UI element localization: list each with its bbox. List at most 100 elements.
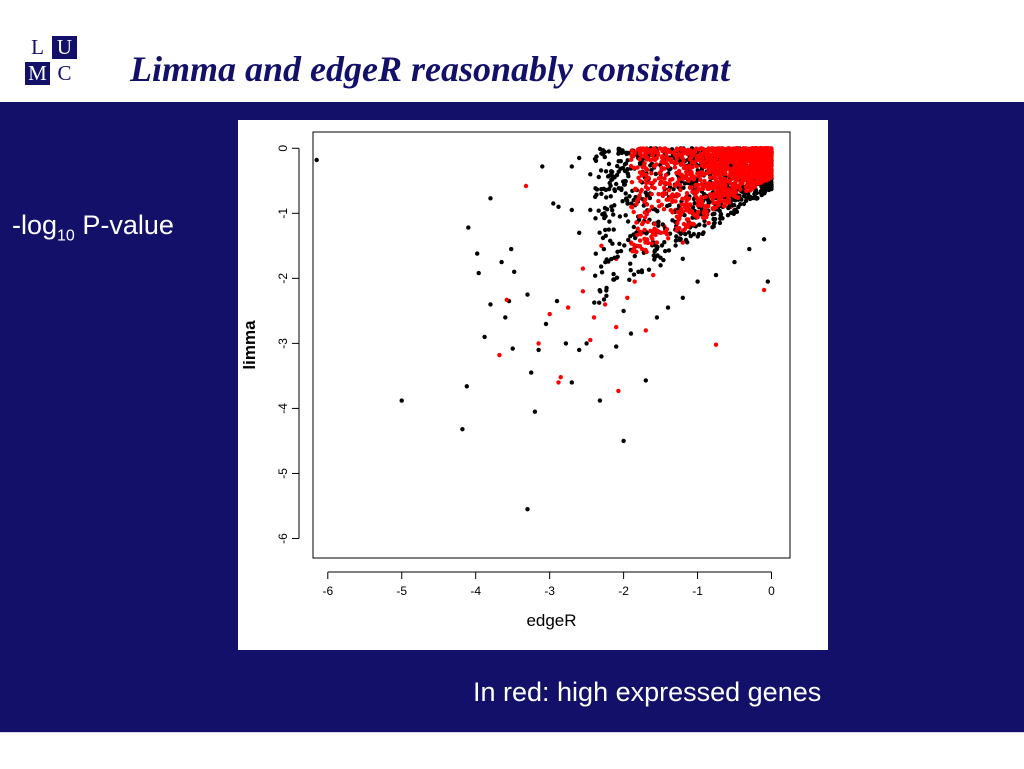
data-point bbox=[499, 259, 504, 265]
data-point bbox=[617, 214, 623, 219]
data-point bbox=[758, 189, 764, 194]
data-point bbox=[644, 167, 650, 173]
data-point bbox=[639, 173, 644, 178]
data-point bbox=[631, 272, 637, 277]
data-point bbox=[725, 213, 731, 218]
data-point bbox=[758, 175, 763, 180]
x-tick-label: -3 bbox=[544, 584, 555, 598]
data-point bbox=[602, 215, 607, 221]
data-point bbox=[679, 172, 684, 178]
data-point bbox=[684, 191, 690, 196]
plot-frame bbox=[312, 131, 791, 559]
data-point bbox=[627, 277, 632, 282]
data-point bbox=[738, 173, 743, 178]
data-point bbox=[713, 156, 719, 162]
data-point bbox=[652, 221, 657, 227]
data-point bbox=[647, 208, 652, 213]
data-point bbox=[610, 241, 615, 246]
data-point bbox=[623, 161, 629, 166]
data-point bbox=[662, 166, 667, 171]
data-point bbox=[614, 275, 620, 280]
data-point bbox=[614, 324, 619, 330]
data-point bbox=[695, 171, 700, 176]
lumc-logo: L U M C bbox=[25, 36, 81, 88]
data-point bbox=[729, 148, 734, 153]
data-point bbox=[720, 216, 725, 221]
data-point bbox=[314, 157, 319, 163]
data-point bbox=[737, 163, 742, 168]
data-point bbox=[712, 191, 717, 196]
data-point bbox=[702, 178, 707, 184]
data-point bbox=[649, 204, 655, 209]
data-point bbox=[596, 174, 601, 180]
data-point bbox=[657, 204, 662, 209]
data-point bbox=[706, 168, 711, 174]
data-point bbox=[592, 300, 597, 305]
data-point bbox=[599, 243, 604, 248]
data-point bbox=[580, 289, 586, 294]
data-point bbox=[593, 186, 598, 191]
data-point bbox=[601, 297, 607, 302]
data-point bbox=[695, 183, 700, 188]
data-point bbox=[668, 177, 673, 183]
data-point bbox=[620, 165, 626, 171]
data-point bbox=[681, 185, 686, 190]
data-point bbox=[769, 170, 774, 175]
data-point bbox=[674, 234, 679, 239]
data-point bbox=[594, 154, 599, 159]
data-point bbox=[654, 315, 660, 320]
data-point bbox=[677, 237, 682, 243]
data-point bbox=[598, 264, 604, 269]
data-point bbox=[633, 186, 638, 191]
y-tick-label: -5 bbox=[276, 468, 290, 479]
data-point bbox=[679, 202, 684, 207]
data-point bbox=[661, 257, 666, 263]
data-point bbox=[399, 398, 404, 403]
data-point bbox=[609, 204, 614, 209]
data-point bbox=[629, 180, 635, 185]
data-point bbox=[666, 181, 671, 186]
data-point bbox=[510, 346, 515, 351]
data-point bbox=[606, 149, 611, 154]
data-point bbox=[717, 174, 722, 180]
data-point bbox=[702, 223, 707, 228]
data-point bbox=[621, 438, 626, 444]
data-point bbox=[689, 170, 694, 175]
data-point bbox=[748, 180, 753, 186]
data-point bbox=[616, 151, 621, 156]
data-point bbox=[654, 228, 659, 233]
data-point bbox=[702, 164, 707, 170]
data-point bbox=[637, 157, 642, 162]
data-point bbox=[706, 220, 711, 226]
data-point bbox=[599, 354, 604, 359]
data-point bbox=[701, 230, 706, 235]
data-point bbox=[619, 150, 625, 156]
data-point bbox=[617, 241, 622, 246]
data-point bbox=[686, 230, 692, 235]
x-tick-label: -2 bbox=[618, 584, 629, 598]
data-point bbox=[600, 152, 606, 157]
data-point bbox=[697, 222, 702, 227]
data-point bbox=[649, 148, 654, 153]
pvalue-label: -log10 P-value bbox=[12, 210, 174, 245]
logo-letter-c: C bbox=[57, 61, 72, 85]
points-layer bbox=[314, 146, 774, 512]
data-point bbox=[735, 147, 741, 153]
data-point bbox=[551, 201, 556, 206]
data-point bbox=[670, 218, 675, 223]
data-point bbox=[628, 331, 634, 336]
data-point bbox=[648, 228, 653, 234]
data-point bbox=[730, 153, 736, 158]
data-point bbox=[632, 253, 637, 259]
data-point bbox=[722, 147, 728, 152]
data-point bbox=[725, 178, 730, 183]
data-point bbox=[672, 165, 678, 170]
data-point bbox=[706, 164, 711, 169]
data-point bbox=[536, 341, 541, 346]
data-point bbox=[618, 159, 623, 164]
data-point bbox=[603, 233, 608, 238]
data-point bbox=[732, 182, 737, 187]
data-point bbox=[670, 210, 675, 215]
data-point bbox=[635, 198, 640, 203]
data-point bbox=[757, 181, 762, 186]
